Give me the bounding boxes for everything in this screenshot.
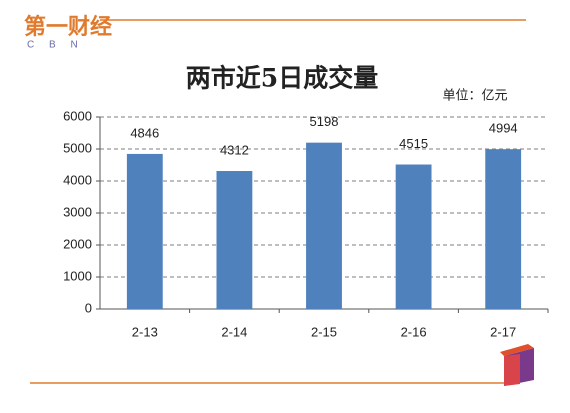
x-tick-label: 2-13	[132, 324, 158, 339]
value-label: 5198	[310, 114, 339, 129]
bar	[485, 149, 522, 309]
x-tick-label: 2-16	[401, 324, 427, 339]
x-tick-label: 2-14	[221, 324, 247, 339]
value-label: 4312	[220, 142, 249, 157]
value-label: 4994	[489, 121, 518, 136]
y-tick-label: 4000	[63, 172, 92, 187]
x-tick-label: 2-17	[490, 324, 516, 339]
y-tick-label: 2000	[63, 236, 92, 251]
chart-title: 两市近5日成交量	[186, 64, 378, 93]
logo-text: 第一财经	[24, 14, 112, 40]
bar	[395, 164, 432, 309]
value-label: 4515	[399, 136, 428, 151]
bar	[126, 153, 163, 309]
bar	[216, 171, 253, 309]
value-label: 4846	[130, 125, 159, 140]
y-tick-label: 3000	[63, 204, 92, 219]
corner-logo	[500, 344, 534, 386]
y-tick-label: 6000	[63, 108, 92, 123]
logo-letters: C B N	[27, 40, 84, 51]
x-tick-label: 2-15	[311, 324, 337, 339]
bar	[306, 142, 342, 309]
unit-label: 单位：亿元	[442, 89, 507, 104]
y-tick-label: 1000	[63, 268, 92, 283]
y-tick-label: 5000	[63, 140, 92, 155]
y-tick-label: 0	[85, 300, 92, 315]
